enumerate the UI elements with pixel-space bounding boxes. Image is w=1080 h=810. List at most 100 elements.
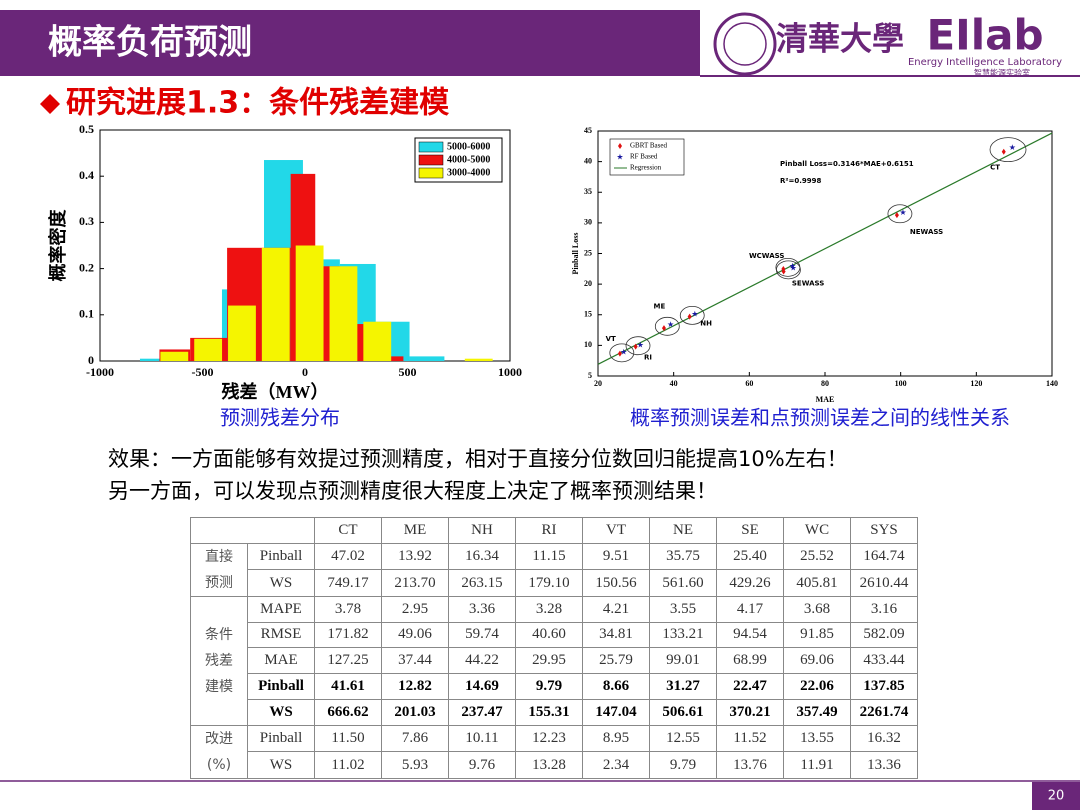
value-cell: 4.17 <box>716 595 784 623</box>
value-cell: 429.26 <box>716 569 784 597</box>
value-cell: 3.68 <box>783 595 851 623</box>
group-label: 改进 (%) <box>190 724 248 779</box>
point-label: RI <box>644 354 652 362</box>
point <box>617 350 622 357</box>
value-cell: 12.23 <box>515 724 583 753</box>
value-cell: 3.36 <box>448 595 516 623</box>
caption: 预测残差分布 <box>220 406 340 430</box>
value-cell: 164.74 <box>850 542 918 571</box>
value-cell: 201.03 <box>381 698 449 726</box>
value-cell: 91.85 <box>783 621 851 649</box>
lab-cn: 智慧能源实验室 <box>974 68 1030 78</box>
value-cell: 2.34 <box>582 751 650 779</box>
value-cell: 213.70 <box>381 569 449 597</box>
point-label: SEWASS <box>792 279 824 287</box>
value-cell: 3.55 <box>649 595 717 623</box>
value-cell: 13.55 <box>783 724 851 753</box>
bullet <box>40 94 60 114</box>
value-cell: 405.81 <box>783 569 851 597</box>
group-label-line: 残差 <box>205 652 233 669</box>
x-tick-label: 20 <box>594 379 602 388</box>
point: ★ <box>637 340 644 349</box>
column-header: SYS <box>850 517 918 544</box>
metric-cell: WS <box>247 751 315 779</box>
histogram-bar <box>363 321 392 361</box>
value-cell: 155.31 <box>515 698 583 726</box>
value-cell: 433.44 <box>850 647 918 675</box>
y-axis-label: Pinball Loss <box>571 232 580 274</box>
value-cell: 2261.74 <box>850 698 918 726</box>
point <box>661 325 666 332</box>
y-tick-label: 20 <box>584 279 592 288</box>
value-cell: 12.82 <box>381 673 449 700</box>
value-cell: 171.82 <box>314 621 382 649</box>
point: ★ <box>691 310 698 319</box>
group-label-line: 直接 <box>205 548 233 565</box>
value-cell: 99.01 <box>649 647 717 675</box>
metric-cell: Pinball <box>247 542 315 571</box>
histogram-bar <box>295 245 324 361</box>
table-row: WS 666.62 201.03 237.47 155.31 147.04 506.61 37… <box>191 698 918 726</box>
column-header: SE <box>716 517 784 544</box>
value-cell: 34.81 <box>582 621 650 649</box>
metric-cell: WS <box>247 698 315 726</box>
value-cell: 11.91 <box>783 751 851 779</box>
page-number: 20 <box>1048 789 1065 804</box>
histogram-bar <box>194 338 223 361</box>
point-label: NH <box>700 319 712 327</box>
cluster-ellipse <box>989 137 1027 163</box>
histogram-bar <box>329 266 358 361</box>
group-label-line: 改进 <box>205 730 233 747</box>
value-cell: 49.06 <box>381 621 449 649</box>
histogram-bar <box>464 358 493 361</box>
y-tick-label: 0.5 <box>79 122 94 136</box>
point: ★ <box>667 320 674 329</box>
x-tick-label: 80 <box>821 379 829 388</box>
legend-label: Regression <box>630 164 662 172</box>
legend-label: 4000-5000 <box>447 154 490 165</box>
x-tick-label: 60 <box>745 379 753 388</box>
x-tick-label: 40 <box>670 379 678 388</box>
metric-cell: MAE <box>247 647 315 675</box>
annotation: Pinball Loss=0.3146*MAE+0.6151 <box>780 160 914 168</box>
value-cell: 9.79 <box>649 751 717 779</box>
column-header: VT <box>582 517 650 544</box>
value-cell: 22.47 <box>716 673 784 700</box>
value-cell: 133.21 <box>649 621 717 649</box>
y-tick-label: 0.1 <box>79 307 94 321</box>
regression-line <box>597 132 1053 365</box>
value-cell: 11.02 <box>314 751 382 779</box>
legend-label: 5000-6000 <box>447 141 490 152</box>
table-row: 改进 (%) Pinball 11.50 7.86 10.11 12.23 8.95 12.55… <box>190 724 918 779</box>
group-label: 条件 残差 建模 <box>190 595 248 726</box>
column-header: NH <box>448 517 516 544</box>
value-cell: 8.66 <box>582 673 650 700</box>
logo-text: 清華大學 <box>776 20 904 56</box>
value-cell: 13.92 <box>381 542 449 571</box>
value-cell: 3.28 <box>515 595 583 623</box>
value-cell: 8.95 <box>582 724 650 753</box>
value-cell: 10.11 <box>448 724 516 753</box>
legend-box <box>609 138 685 176</box>
value-cell: 94.54 <box>716 621 784 649</box>
cluster-ellipse <box>625 336 651 356</box>
point <box>894 212 899 219</box>
value-cell: 41.61 <box>314 673 382 700</box>
metric-cell: Pinball <box>247 673 315 700</box>
group-label-line: 建模 <box>205 678 233 695</box>
value-cell: 13.28 <box>515 751 583 779</box>
column-header: ME <box>381 517 449 544</box>
legend-swatch <box>418 154 444 166</box>
corner-cell <box>190 517 315 544</box>
value-cell: 44.22 <box>448 647 516 675</box>
point: ★ <box>899 208 906 217</box>
value-cell: 357.49 <box>783 698 851 726</box>
value-cell: 11.50 <box>314 724 382 753</box>
metric-cell: MAPE <box>247 595 315 623</box>
histogram-bar <box>261 247 290 361</box>
value-cell: 11.15 <box>515 542 583 571</box>
group-label: 直接 预测 <box>190 542 248 597</box>
value-cell: 25.52 <box>783 542 851 571</box>
